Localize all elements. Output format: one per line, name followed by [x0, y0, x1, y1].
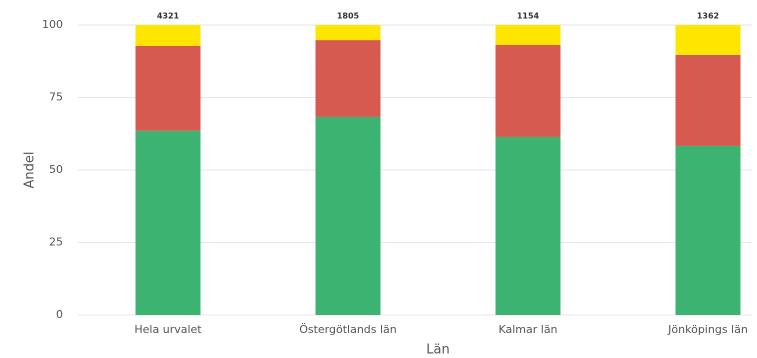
x-tick-label: Jönköpings län — [667, 323, 748, 336]
bar-segment — [315, 25, 381, 41]
y-axis-title: Andel — [23, 152, 38, 189]
bar-segment — [675, 54, 741, 146]
y-tick-label: 100 — [42, 18, 63, 31]
bar-segment — [135, 130, 201, 315]
x-tick-label: Hela urvalet — [134, 323, 202, 336]
bar-segment — [495, 25, 561, 46]
bar-annotation: 4321 — [157, 12, 180, 21]
x-tick-label: Kalmar län — [498, 323, 557, 336]
bar-annotation: 1362 — [697, 12, 719, 21]
bar-segment — [495, 45, 561, 137]
bar-annotation: 1154 — [517, 12, 540, 21]
y-tick-label: 50 — [49, 163, 63, 176]
bar-segment — [315, 40, 381, 117]
bar-segment — [495, 136, 561, 315]
y-tick-label: 25 — [49, 236, 63, 249]
bar-segment — [675, 25, 741, 55]
x-tick-label: Östergötlands län — [299, 323, 397, 336]
x-axis-title: Län — [426, 343, 449, 358]
y-tick-label: 0 — [56, 308, 63, 321]
bar-segment — [315, 116, 381, 316]
y-tick-label: 75 — [49, 91, 63, 104]
bar-segment — [135, 25, 201, 46]
bar-segment — [135, 45, 201, 131]
bar-segment — [675, 145, 741, 315]
bar-annotation: 1805 — [337, 12, 360, 21]
